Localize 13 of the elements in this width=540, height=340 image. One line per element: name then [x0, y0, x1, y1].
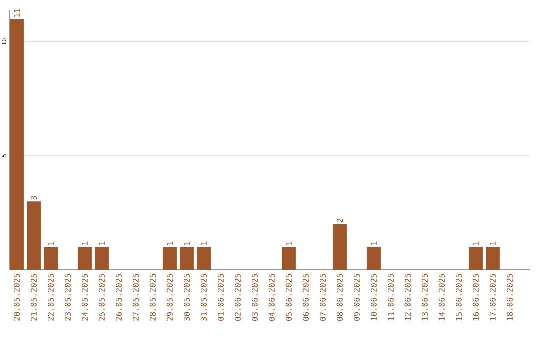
bar	[94, 247, 109, 270]
bar	[44, 247, 58, 270]
bar	[468, 247, 483, 270]
bar	[162, 247, 177, 270]
bar	[332, 224, 347, 270]
bar	[486, 247, 500, 270]
bar	[10, 19, 24, 270]
bar	[282, 247, 296, 270]
bar	[180, 247, 194, 270]
bar	[26, 202, 41, 270]
bar	[366, 247, 381, 270]
bar	[78, 247, 92, 270]
bar	[196, 247, 211, 270]
